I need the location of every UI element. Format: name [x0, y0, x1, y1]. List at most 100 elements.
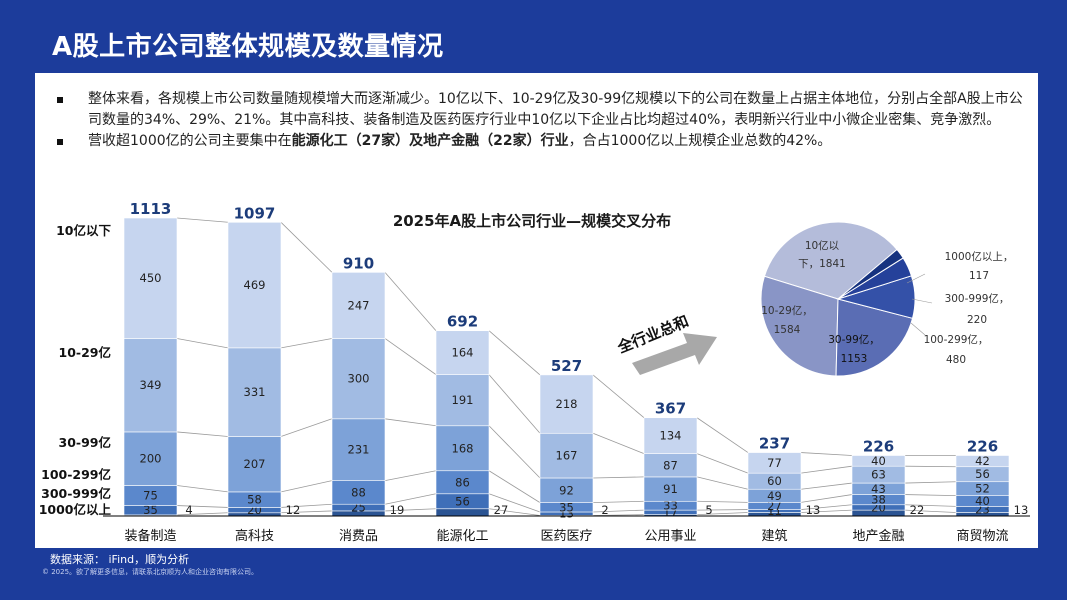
data-label: 218: [556, 397, 578, 411]
total-label: 367: [655, 400, 686, 418]
bar-segment: [851, 455, 906, 467]
pie-label: 1153: [841, 353, 868, 365]
connector-line: [176, 512, 229, 516]
pie-label: 300-999亿，: [945, 292, 1010, 305]
bar-segment: [331, 272, 386, 339]
bar-segment: [955, 455, 1010, 468]
data-label: 58: [247, 493, 262, 507]
data-label: 12: [286, 503, 301, 517]
data-label: 56: [975, 467, 990, 481]
data-label: 35: [143, 503, 158, 517]
scale-label: 300-999亿: [41, 486, 111, 501]
data-label: 167: [556, 449, 578, 463]
connector-line: [176, 217, 229, 223]
data-label: 13: [806, 503, 821, 517]
data-label: 60: [767, 474, 782, 488]
data-label: 92: [559, 483, 574, 497]
connector-line: [904, 465, 957, 468]
total-label: 1097: [234, 204, 276, 222]
bar-segment: [227, 436, 282, 493]
category-label: 地产金融: [852, 528, 904, 544]
connector-line: [696, 453, 749, 474]
connector-line: [176, 431, 229, 437]
connector-line: [488, 470, 541, 503]
data-label: 450: [140, 271, 162, 285]
bullet-2-pre: 营收超1000亿的公司主要集中在: [88, 133, 292, 149]
bullet-2-strong: 能源化工（27家）及地产金融（22家）行业: [291, 133, 569, 149]
pie-slice: [837, 248, 904, 300]
bar-segment: [539, 374, 594, 434]
connector-line: [280, 503, 333, 508]
pie-label: 220: [967, 314, 987, 326]
page-title: A股上市公司整体规模及数量情况: [52, 32, 444, 62]
category-label: 公用事业: [644, 529, 696, 544]
pie-slice: [835, 298, 914, 377]
data-label: 247: [348, 298, 370, 312]
data-label: 5: [705, 503, 712, 517]
data-label: 331: [244, 385, 266, 399]
pie-leader-line: [906, 273, 926, 284]
data-label: 38: [871, 493, 886, 507]
connector-line: [904, 494, 957, 497]
copyright-text: © 2025。欲了解更多信息，请联系北京顺为人和企业咨询有限公司。: [42, 568, 259, 576]
connector-line: [904, 509, 957, 513]
data-label: 164: [452, 346, 474, 360]
data-label: 207: [244, 457, 266, 471]
pie-slice: [760, 275, 839, 377]
scale-label: 1000亿以上: [39, 502, 112, 517]
data-label: 40: [975, 494, 990, 508]
summary-bullets: 整体来看，各规模上市公司数量随规模增大而逐渐减少。10亿以下、10-29亿及30…: [53, 89, 1023, 152]
bar-segment: [123, 431, 178, 486]
scale-label: 10-29亿: [59, 345, 111, 360]
pie-leader-line: [910, 322, 926, 336]
connector-line: [280, 338, 333, 349]
connector-line: [280, 418, 333, 437]
connector-line: [280, 221, 333, 273]
connector-line: [592, 509, 645, 513]
connector-line: [384, 470, 437, 482]
data-label: 91: [663, 482, 678, 496]
connector-line: [800, 494, 853, 503]
data-source: 数据来源： iFind，顺为分析: [50, 553, 190, 566]
connector-line: [488, 508, 541, 516]
data-label: 52: [975, 482, 990, 496]
data-label: 4: [185, 503, 192, 517]
category-label: 消费品: [339, 529, 378, 544]
scale-label: 100-299亿: [41, 467, 111, 482]
pie-label: 100-299亿，: [924, 333, 989, 346]
data-label: 22: [910, 503, 925, 517]
total-label: 910: [343, 254, 374, 272]
data-label: 40: [871, 454, 886, 468]
data-label: 27: [494, 503, 509, 517]
data-label: 35: [559, 500, 574, 514]
total-label: 1113: [130, 200, 172, 218]
data-label: 33: [663, 499, 678, 513]
data-label: 19: [390, 503, 405, 517]
scale-label: 10亿以下: [56, 223, 111, 238]
connector-line: [904, 504, 957, 507]
bar-segment: [435, 330, 490, 375]
pie-label: 下，1841: [798, 258, 846, 270]
data-label: 134: [660, 429, 682, 443]
connector-line: [592, 514, 645, 516]
industry-scale-chart: 2025年A股上市公司行业—规模交叉分布435752003494501113装备…: [39, 200, 1030, 544]
bullet-2-post: ，合占1000亿以上规模企业总数的42%。: [568, 133, 832, 149]
connector-line: [384, 508, 437, 512]
data-label: 43: [871, 482, 886, 496]
category-label: 装备制造: [124, 528, 176, 544]
bar-segment: [539, 477, 594, 503]
scale-label: 30-99亿: [59, 435, 111, 450]
data-label: 77: [767, 456, 782, 470]
pie-leader-line: [911, 298, 933, 304]
connector-line: [800, 482, 853, 490]
category-label: 能源化工: [436, 529, 488, 544]
connector-line: [592, 432, 645, 454]
connector-line: [384, 493, 437, 505]
bar-segment: [539, 432, 594, 479]
connector-line: [696, 512, 749, 516]
connector-line: [280, 510, 333, 514]
connector-line: [280, 480, 333, 493]
bar-segment: [331, 418, 386, 481]
connector-line: [384, 338, 437, 375]
bar-segment: [123, 217, 178, 339]
